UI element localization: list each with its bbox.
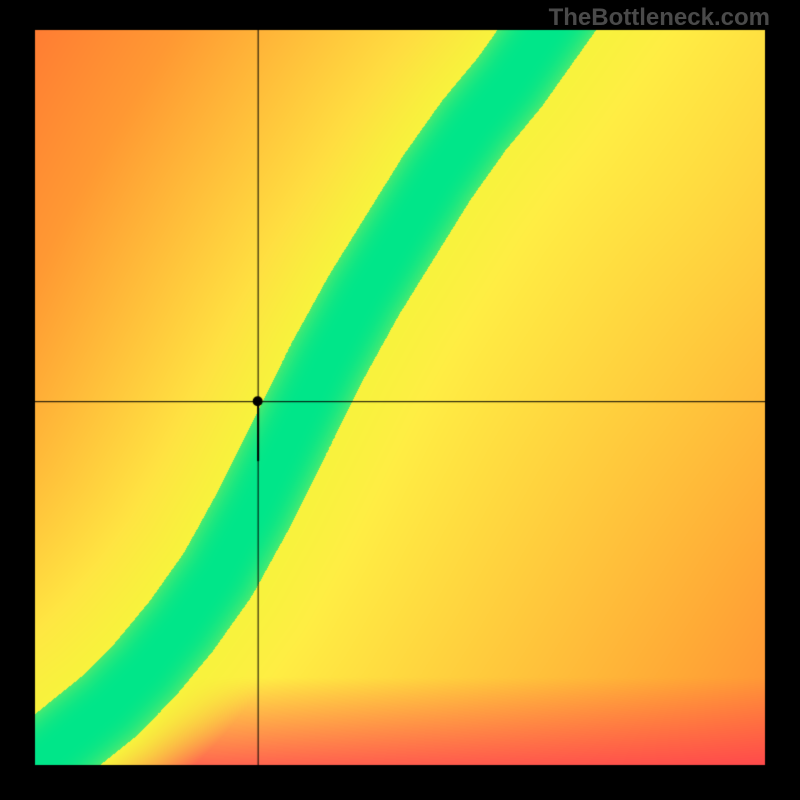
- bottleneck-heatmap: [0, 0, 800, 800]
- chart-container: { "watermark": "TheBottleneck.com", "can…: [0, 0, 800, 800]
- watermark-text: TheBottleneck.com: [549, 4, 770, 32]
